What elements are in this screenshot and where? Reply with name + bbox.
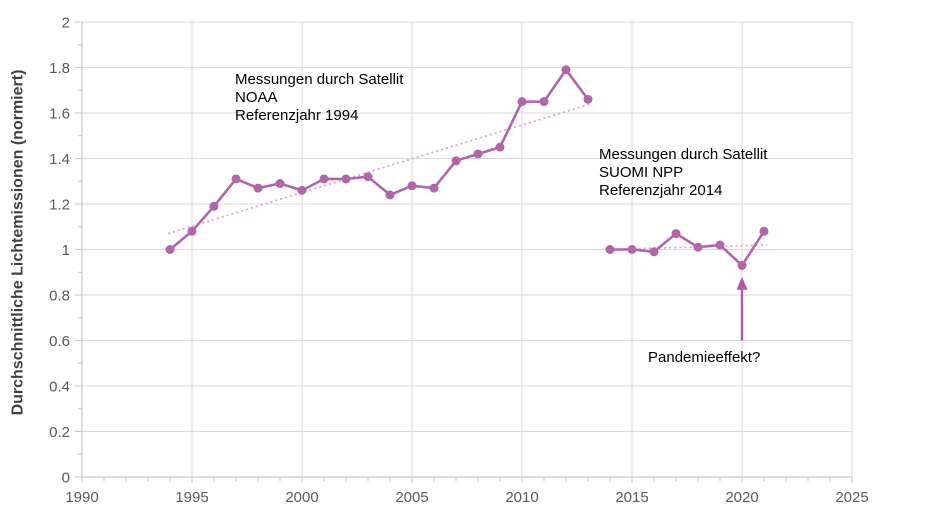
y-tick-label-2: 2 bbox=[62, 14, 70, 31]
y-tick-label-1.6: 1.6 bbox=[49, 105, 70, 122]
noaa-data-point-1998 bbox=[253, 183, 263, 193]
suomi-npp-data-point-2016 bbox=[649, 247, 659, 257]
noaa-trendline bbox=[167, 103, 592, 235]
noaa-data-point-2008 bbox=[473, 149, 483, 159]
noaa-data-point-2003 bbox=[363, 172, 373, 182]
pandemic-arrow-head bbox=[736, 276, 748, 290]
noaa-data-point-1994 bbox=[165, 245, 175, 254]
suomi-npp-data-point-2015 bbox=[627, 245, 637, 254]
suomi-npp-data-point-2019 bbox=[715, 240, 725, 250]
suomi-npp-data-point-2017 bbox=[671, 229, 681, 239]
noaa-data-point-2010 bbox=[517, 97, 527, 107]
y-tick-label-0.2: 0.2 bbox=[49, 424, 70, 441]
x-tick-label-2020: 2020 bbox=[725, 489, 758, 506]
noaa-data-point-2012 bbox=[561, 65, 571, 75]
annotation-noaa-satellite: Messungen durch Satellit NOAA Referenzja… bbox=[235, 71, 404, 124]
suomi-npp-data-point-2020 bbox=[737, 260, 747, 270]
annotation-suomi-satellite: Messungen durch Satellit SUOMI NPP Refer… bbox=[599, 146, 768, 199]
y-axis-title: Durchschnittliche Lichtemissionen (normi… bbox=[9, 69, 27, 416]
y-tick-label-1.8: 1.8 bbox=[49, 60, 70, 77]
noaa-data-point-2005 bbox=[407, 181, 417, 191]
noaa-data-point-2009 bbox=[495, 142, 505, 152]
x-tick-label-2000: 2000 bbox=[285, 489, 318, 506]
y-tick-label-1.2: 1.2 bbox=[49, 196, 70, 213]
annotation-pandemic-effect: Pandemieeffekt? bbox=[648, 349, 761, 366]
noaa-data-point-2007 bbox=[451, 156, 461, 166]
noaa-data-point-2004 bbox=[385, 190, 395, 200]
x-tick-label-1995: 1995 bbox=[175, 489, 208, 506]
noaa-data-point-2000 bbox=[297, 185, 307, 195]
suomi-npp-data-point-2021 bbox=[759, 226, 769, 236]
noaa-data-point-2006 bbox=[429, 183, 439, 193]
y-tick-label-0.4: 0.4 bbox=[49, 378, 70, 395]
noaa-data-point-2011 bbox=[539, 97, 549, 107]
y-tick-label-1: 1 bbox=[62, 242, 70, 259]
noaa-data-point-1996 bbox=[209, 201, 219, 211]
y-tick-label-0.8: 0.8 bbox=[49, 287, 70, 304]
suomi-npp-data-point-2018 bbox=[693, 242, 703, 252]
noaa-data-point-2013 bbox=[583, 94, 593, 104]
noaa-data-point-2002 bbox=[341, 174, 351, 184]
y-tick-label-0: 0 bbox=[62, 469, 70, 486]
noaa-data-point-2001 bbox=[319, 174, 329, 184]
x-tick-label-2025: 2025 bbox=[835, 489, 868, 506]
x-tick-label-2015: 2015 bbox=[615, 489, 648, 506]
noaa-data-point-1995 bbox=[187, 226, 197, 236]
y-tick-label-0.6: 0.6 bbox=[49, 333, 70, 350]
x-tick-label-1990: 1990 bbox=[65, 489, 98, 506]
x-tick-label-2005: 2005 bbox=[395, 489, 428, 506]
y-tick-label-1.4: 1.4 bbox=[49, 151, 70, 168]
noaa-data-point-1997 bbox=[231, 174, 241, 184]
x-tick-label-2010: 2010 bbox=[505, 489, 538, 506]
suomi-npp-data-point-2014 bbox=[605, 245, 615, 254]
noaa-data-point-1999 bbox=[275, 179, 285, 189]
